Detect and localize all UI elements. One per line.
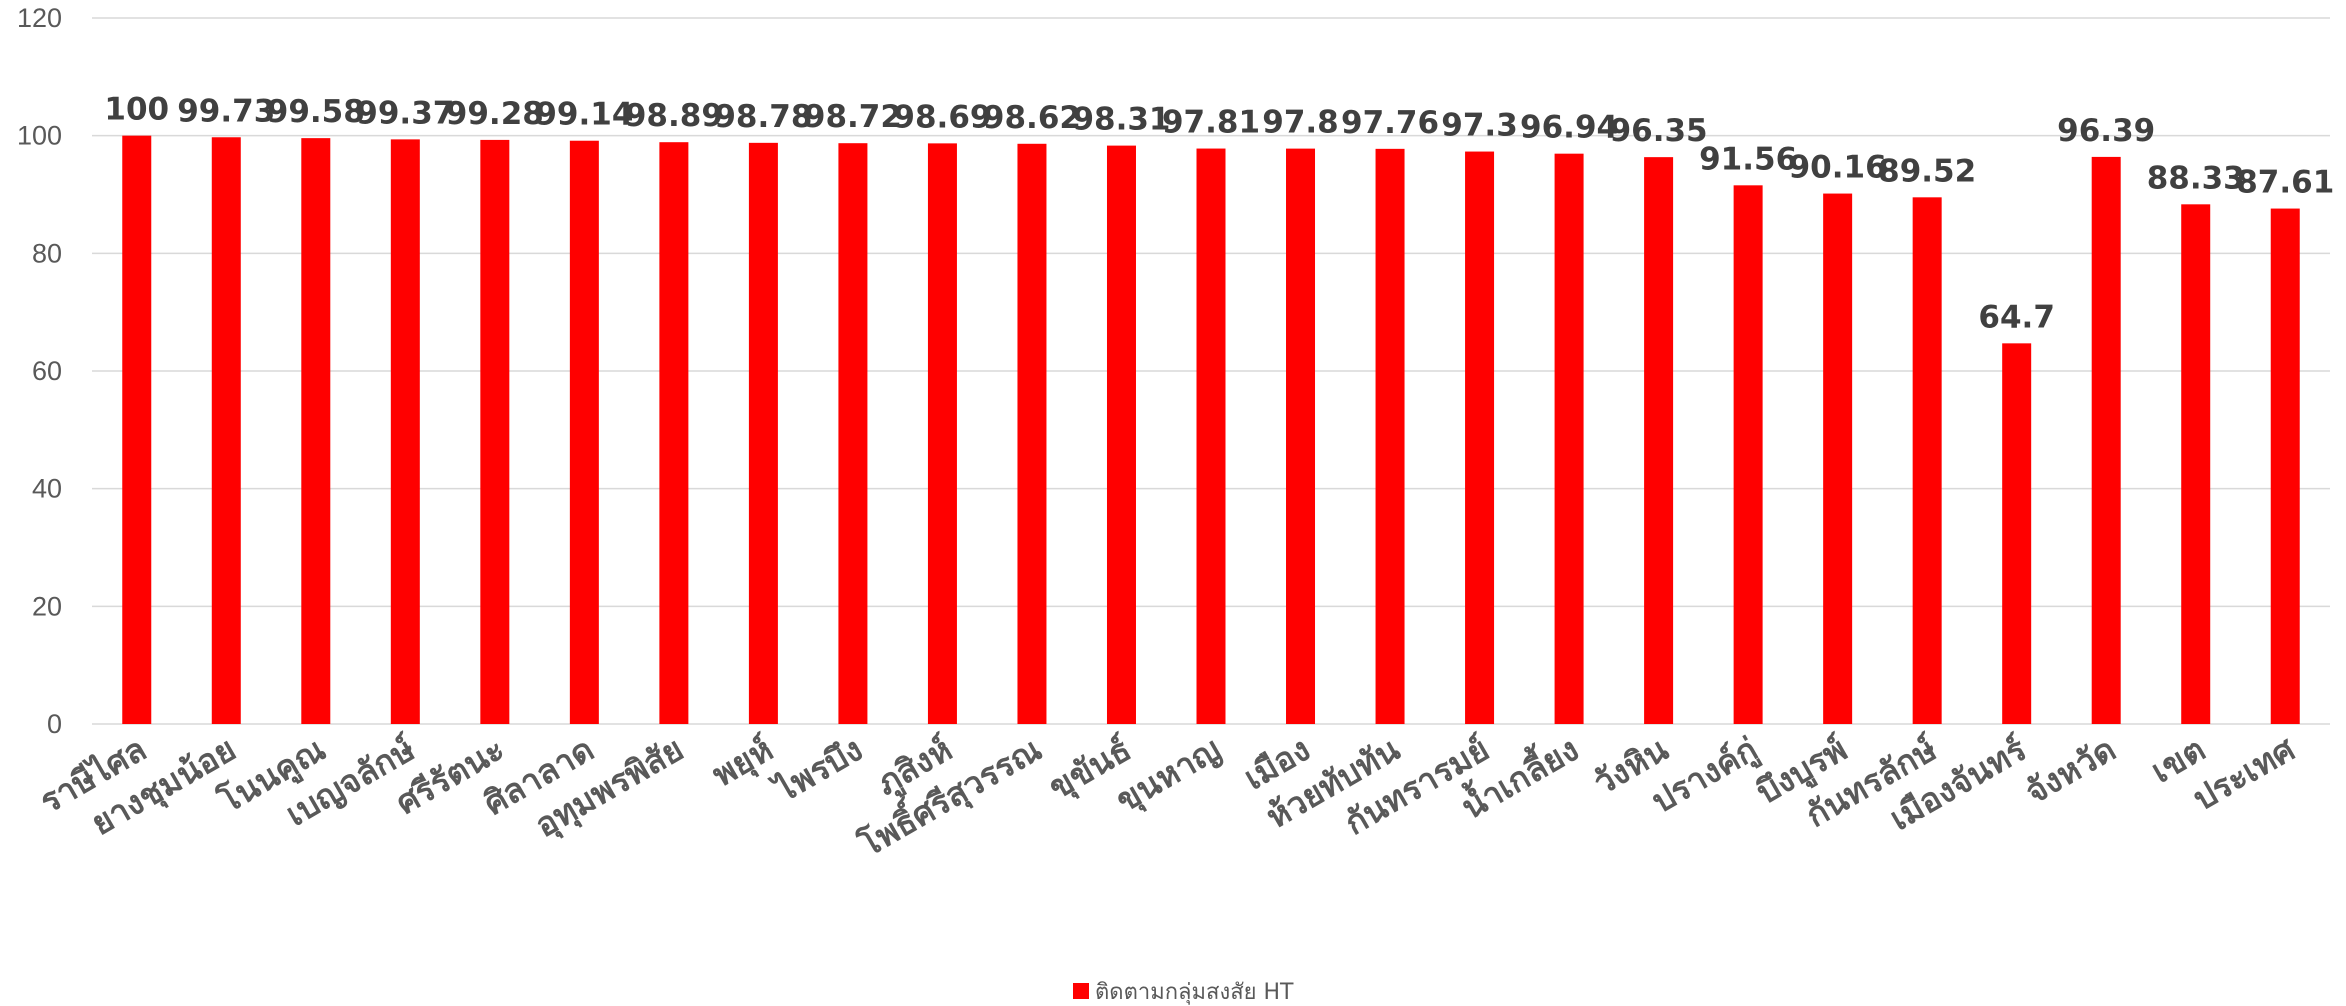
data-label: 98.62 bbox=[983, 100, 1081, 136]
bar bbox=[1554, 153, 1584, 724]
y-axis-ticks: 0 20 40 60 80 100 120 bbox=[17, 3, 62, 739]
bar bbox=[1823, 193, 1853, 725]
bar bbox=[1733, 185, 1763, 724]
y-tick-label: 100 bbox=[17, 121, 62, 151]
bar bbox=[211, 137, 241, 724]
data-label: 89.52 bbox=[1878, 153, 1976, 189]
bar bbox=[838, 143, 868, 724]
x-tick-label: พยุห์ bbox=[705, 729, 780, 796]
x-tick-label: ไพรบึง bbox=[766, 729, 869, 811]
bar bbox=[390, 139, 420, 724]
data-labels: 100 99.7399.5899.3799.2899.1498.8998.7898… bbox=[104, 92, 2334, 336]
data-label: 96.35 bbox=[1610, 113, 1708, 149]
bar bbox=[1375, 148, 1405, 724]
y-tick-label: 0 bbox=[47, 709, 62, 739]
data-label: 96.94 bbox=[1520, 110, 1618, 146]
bar bbox=[301, 138, 331, 724]
bar bbox=[2270, 208, 2300, 725]
data-label: 88.33 bbox=[2147, 160, 2245, 196]
bar bbox=[2181, 204, 2211, 724]
data-label: 91.56 bbox=[1699, 141, 1797, 177]
bar bbox=[569, 140, 599, 725]
data-label: 64.7 bbox=[1978, 299, 2055, 335]
data-label: 98.69 bbox=[893, 99, 991, 135]
bar bbox=[1912, 197, 1942, 725]
data-label: 90.16 bbox=[1789, 150, 1887, 186]
data-label: 97.81 bbox=[1162, 105, 1260, 141]
data-label: 96.39 bbox=[2057, 113, 2155, 149]
y-tick-label: 120 bbox=[17, 3, 62, 33]
y-tick-label: 80 bbox=[32, 238, 62, 268]
data-label: 87.61 bbox=[2236, 165, 2334, 201]
y-tick-label: 40 bbox=[32, 474, 62, 504]
data-label: 97.76 bbox=[1341, 105, 1439, 141]
x-tick-label: ขุนหาญ bbox=[1109, 729, 1228, 821]
data-label: 98.89 bbox=[625, 98, 723, 134]
data-label: 98.72 bbox=[804, 99, 902, 135]
data-label: 99.14 bbox=[535, 97, 633, 133]
x-tick-label: ประเทศ bbox=[2186, 729, 2302, 818]
bar bbox=[748, 142, 778, 724]
data-label: 99.28 bbox=[446, 96, 544, 132]
bar bbox=[659, 142, 689, 725]
bar bbox=[2091, 156, 2121, 724]
y-tick-label: 20 bbox=[32, 591, 62, 621]
x-tick-label: จังหวัด bbox=[2019, 729, 2123, 811]
x-axis-categories: ราษีไศลยางชุมน้อยโนนคูณเบญจลักษ์ศรีรัตนะ… bbox=[33, 725, 2302, 867]
legend-label: ติดตามกลุ่มสงสัย HT bbox=[1095, 980, 1294, 1005]
bar bbox=[1196, 148, 1226, 725]
data-label: 100 bbox=[104, 92, 169, 128]
bars bbox=[122, 135, 2300, 725]
data-label: 99.73 bbox=[177, 93, 275, 129]
data-label: 99.58 bbox=[267, 94, 365, 130]
bar bbox=[1644, 157, 1674, 724]
legend: ติดตามกลุ่มสงสัย HT bbox=[1073, 980, 1294, 1005]
bar bbox=[122, 135, 152, 724]
data-label: 98.31 bbox=[1072, 102, 1170, 138]
bar bbox=[480, 139, 510, 725]
bar bbox=[1017, 143, 1047, 725]
y-tick-label: 60 bbox=[32, 356, 62, 386]
legend-swatch bbox=[1073, 983, 1089, 999]
bar bbox=[1106, 145, 1136, 724]
x-tick-label: โพธิ์ศรีสุวรรณ bbox=[849, 725, 1049, 867]
data-label: 97.8 bbox=[1262, 105, 1339, 141]
data-label: 97.3 bbox=[1441, 108, 1518, 144]
bar bbox=[1465, 151, 1495, 725]
data-label: 98.78 bbox=[714, 99, 812, 135]
data-label: 99.37 bbox=[356, 95, 454, 131]
bar bbox=[927, 143, 957, 724]
bar bbox=[2002, 343, 2032, 724]
bar bbox=[1286, 148, 1316, 725]
